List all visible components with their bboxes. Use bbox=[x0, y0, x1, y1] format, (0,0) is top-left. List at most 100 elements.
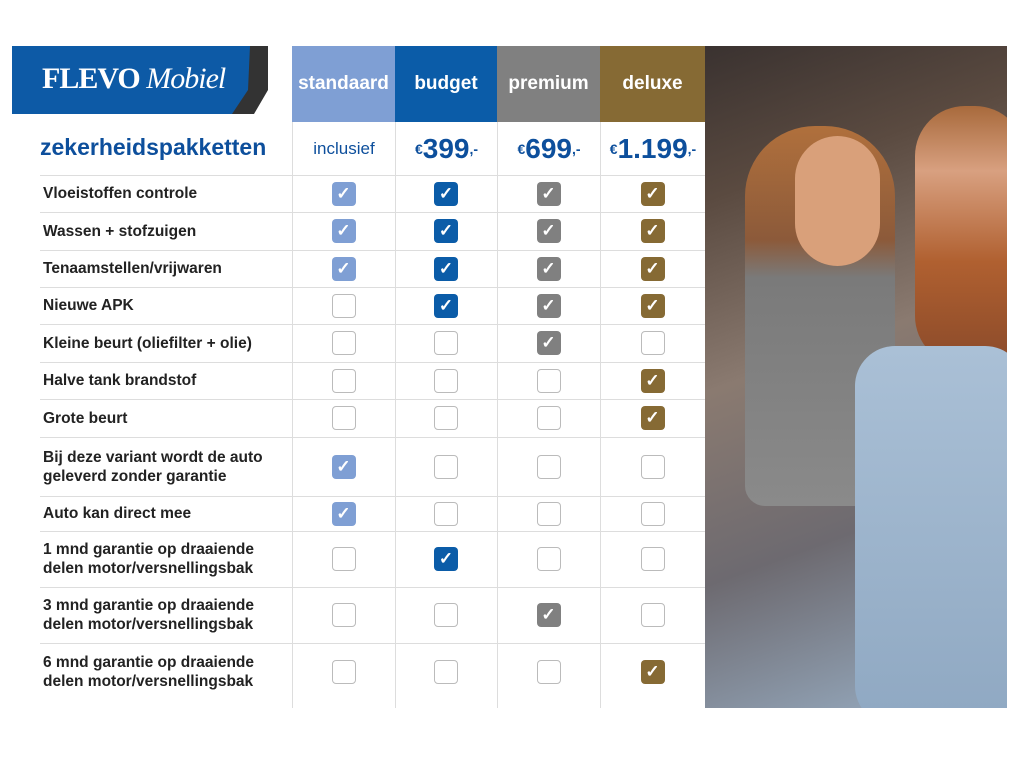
checkbox-unchecked bbox=[331, 659, 356, 684]
checkbox-unchecked bbox=[331, 331, 356, 355]
package-name: budget bbox=[414, 73, 478, 94]
checkbox-checked: ✓ bbox=[640, 368, 665, 393]
checkbox-checked: ✓ bbox=[536, 219, 561, 243]
feature-label: Vloeistoffen controle bbox=[43, 185, 198, 202]
checkbox-unchecked bbox=[331, 603, 356, 627]
header-standaard: standaard bbox=[292, 46, 395, 122]
checkbox-unchecked bbox=[331, 293, 356, 318]
checkbox-unchecked bbox=[640, 501, 665, 526]
checkbox-checked: ✓ bbox=[434, 181, 458, 206]
table-row bbox=[40, 324, 705, 362]
checkbox-checked: ✓ bbox=[640, 659, 665, 684]
feature-label: 3 mnd garantie op draaiende delen motor/… bbox=[43, 597, 255, 633]
price-budget: €399 ,- bbox=[395, 122, 497, 175]
feature-label: Halve tank brandstof bbox=[43, 372, 197, 389]
checkbox-unchecked bbox=[434, 454, 458, 479]
checkbox-unchecked bbox=[434, 331, 458, 355]
currency-symbol: € bbox=[517, 140, 526, 157]
feature-label: Grote beurt bbox=[43, 409, 128, 427]
checkbox-checked: ✓ bbox=[434, 293, 458, 318]
checkmark-icon: ✓ bbox=[541, 605, 556, 624]
checkmark-icon: ✓ bbox=[336, 183, 351, 203]
price-suffix: ,- bbox=[469, 140, 479, 157]
column-divider bbox=[600, 122, 601, 708]
checkbox-checked: ✓ bbox=[536, 331, 561, 355]
price-value: inclusief bbox=[313, 138, 375, 158]
column-divider bbox=[497, 122, 498, 708]
header-budget: budget bbox=[395, 46, 497, 122]
checkmark-icon: ✓ bbox=[645, 221, 660, 240]
table-row bbox=[40, 496, 705, 531]
checkbox-checked: ✓ bbox=[536, 256, 561, 281]
feature-label: Kleine beurt (oliefilter + olie) bbox=[43, 334, 252, 352]
checkmark-icon: ✓ bbox=[438, 258, 454, 278]
feature-label: 1 mnd garantie op draaiende delen motor/… bbox=[43, 541, 255, 577]
checkbox-unchecked bbox=[434, 659, 458, 684]
checkmark-icon: ✓ bbox=[438, 549, 454, 568]
checkbox-checked: ✓ bbox=[640, 256, 665, 281]
table-row bbox=[40, 437, 705, 496]
checkmark-icon: ✓ bbox=[336, 456, 351, 476]
checkbox-checked: ✓ bbox=[434, 219, 458, 243]
price-premium: €699 ,- bbox=[497, 122, 600, 175]
price-value: 1.199 bbox=[617, 132, 688, 164]
checkbox-unchecked bbox=[434, 603, 458, 627]
checkmark-icon: ✓ bbox=[645, 295, 660, 315]
table-row bbox=[40, 250, 705, 287]
price-value: 699 bbox=[525, 132, 572, 164]
currency-symbol: € bbox=[414, 140, 423, 157]
checkmark-icon: ✓ bbox=[541, 221, 556, 240]
feature-label: Nieuwe APK bbox=[43, 297, 134, 314]
header-premium: premium bbox=[497, 46, 600, 122]
table-row bbox=[40, 643, 705, 700]
price-standaard: inclusief bbox=[292, 122, 395, 175]
checkbox-checked: ✓ bbox=[640, 406, 665, 430]
checkbox-unchecked bbox=[536, 501, 561, 526]
checkbox-unchecked bbox=[331, 368, 356, 393]
checkmark-icon: ✓ bbox=[645, 258, 660, 278]
checkmark-icon: ✓ bbox=[645, 661, 660, 681]
checkbox-checked: ✓ bbox=[434, 256, 458, 281]
checkbox-unchecked bbox=[536, 454, 561, 479]
package-name: standaard bbox=[298, 73, 389, 94]
checkbox-unchecked bbox=[640, 454, 665, 479]
column-divider bbox=[292, 122, 293, 708]
checkbox-checked: ✓ bbox=[536, 181, 561, 206]
checkbox-unchecked bbox=[331, 406, 356, 430]
checkmark-icon: ✓ bbox=[336, 258, 351, 278]
checkmark-icon: ✓ bbox=[438, 221, 454, 240]
checkbox-checked: ✓ bbox=[640, 181, 665, 206]
feature-label: Wassen + stofzuigen bbox=[43, 222, 197, 240]
table-row bbox=[40, 212, 705, 250]
price-suffix: ,- bbox=[571, 140, 581, 157]
checkmark-icon: ✓ bbox=[336, 221, 351, 240]
table-row bbox=[40, 362, 705, 399]
feature-label: Auto kan direct mee bbox=[43, 505, 192, 522]
column-divider bbox=[395, 122, 396, 708]
feature-label: Bij deze variant wordt de auto geleverd … bbox=[43, 448, 263, 485]
checkbox-checked: ✓ bbox=[331, 256, 356, 281]
checkbox-checked: ✓ bbox=[536, 603, 561, 627]
currency-symbol: € bbox=[609, 140, 618, 157]
page-title: zekerheidspakketten bbox=[40, 134, 267, 160]
checkbox-unchecked bbox=[536, 368, 561, 393]
checkbox-unchecked bbox=[640, 603, 665, 627]
checkmark-icon: ✓ bbox=[438, 183, 454, 203]
checkbox-unchecked bbox=[640, 331, 665, 355]
feature-label: 6 mnd garantie op draaiende delen motor/… bbox=[43, 653, 255, 690]
price-suffix: ,- bbox=[687, 140, 697, 157]
checkbox-unchecked bbox=[536, 547, 561, 571]
table-row bbox=[40, 587, 705, 643]
checkbox-unchecked bbox=[434, 406, 458, 430]
checkbox-checked: ✓ bbox=[434, 547, 458, 571]
header-deluxe: deluxe bbox=[600, 46, 705, 122]
price-value: 399 bbox=[422, 132, 470, 164]
table-row bbox=[40, 287, 705, 324]
checkbox-unchecked bbox=[536, 659, 561, 684]
logo-banner bbox=[12, 46, 252, 114]
checkbox-checked: ✓ bbox=[536, 293, 561, 318]
checkbox-unchecked bbox=[434, 368, 458, 393]
checkmark-icon: ✓ bbox=[541, 295, 556, 315]
feature-label: Tenaamstellen/vrijwaren bbox=[43, 260, 222, 277]
couple-in-car-photo bbox=[705, 46, 1007, 708]
